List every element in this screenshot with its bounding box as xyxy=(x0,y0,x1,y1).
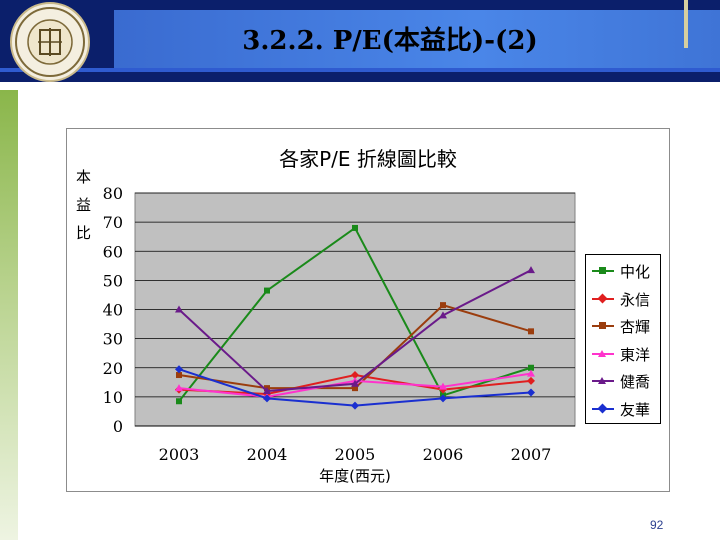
x-tick-label: 2006 xyxy=(423,445,464,464)
legend-item: 健喬 xyxy=(590,369,660,393)
legend-marker xyxy=(599,322,606,329)
legend-label: 杏輝 xyxy=(620,318,651,336)
chart-legend: 中化永信杏輝東洋健喬友華 xyxy=(585,254,661,424)
y-tick-label: 60 xyxy=(103,242,123,261)
legend-marker xyxy=(599,267,606,274)
data-point xyxy=(440,302,446,309)
header-stripe xyxy=(0,72,720,82)
x-tick-label: 2007 xyxy=(511,445,552,464)
data-point xyxy=(527,369,535,377)
data-point xyxy=(527,388,535,397)
data-point xyxy=(352,385,358,392)
data-point xyxy=(175,384,183,392)
header-band xyxy=(114,10,720,68)
y-tick-label: 50 xyxy=(103,271,123,290)
legend-label: 永信 xyxy=(620,290,651,309)
header-line xyxy=(0,68,720,72)
y-tick-label: 10 xyxy=(103,388,123,407)
x-tick-label: 2004 xyxy=(247,445,288,464)
x-axis-label: 年度(西元) xyxy=(319,467,391,485)
data-point xyxy=(439,394,447,403)
data-point xyxy=(439,382,447,390)
seal-icon xyxy=(15,7,85,77)
data-point xyxy=(352,224,358,231)
data-point xyxy=(175,305,183,313)
data-point xyxy=(263,394,271,403)
data-point xyxy=(264,287,270,294)
legend-item: 永信 xyxy=(590,287,660,311)
data-point xyxy=(263,387,271,395)
legend-item: 中化 xyxy=(590,259,660,283)
legend-marker xyxy=(597,293,608,303)
left-decor-bar xyxy=(0,90,18,540)
y-tick-label: 20 xyxy=(103,359,123,378)
legend-marker xyxy=(597,403,608,413)
y-tick-label: 40 xyxy=(103,301,123,320)
university-seal-logo xyxy=(10,2,90,82)
legend-marker xyxy=(598,377,606,384)
data-point xyxy=(351,401,359,410)
page-number: 92 xyxy=(650,518,664,532)
header-accent-bar xyxy=(684,0,688,48)
slide-title: 3.2.2. P/E(本益比)-(2) xyxy=(242,26,538,56)
x-tick-label: 2003 xyxy=(159,445,200,464)
legend-item: 東洋 xyxy=(590,342,660,366)
y-tick-label: 0 xyxy=(113,417,123,436)
legend-item: 友華 xyxy=(590,397,660,421)
data-point xyxy=(527,266,535,274)
y-tick-label: 80 xyxy=(103,184,123,203)
legend-label: 健喬 xyxy=(620,373,651,391)
legend-label: 中化 xyxy=(620,263,651,281)
data-point xyxy=(351,371,359,380)
x-tick-label: 2005 xyxy=(335,445,376,464)
y-axis-label: 本益比 xyxy=(76,168,92,242)
data-point xyxy=(175,365,183,374)
data-point xyxy=(528,364,534,371)
legend-label: 東洋 xyxy=(620,345,651,364)
chart-title: 各家P/E 折線圖比較 xyxy=(279,147,457,171)
data-point xyxy=(528,328,534,335)
data-point xyxy=(439,311,447,319)
legend-item: 杏輝 xyxy=(590,314,660,338)
data-point xyxy=(176,398,182,405)
legend-label: 友華 xyxy=(620,400,651,419)
data-point xyxy=(176,372,182,379)
data-point xyxy=(351,379,359,387)
legend-marker xyxy=(598,349,606,357)
y-tick-label: 30 xyxy=(103,330,123,349)
y-tick-label: 70 xyxy=(103,213,123,232)
data-point xyxy=(527,376,535,385)
